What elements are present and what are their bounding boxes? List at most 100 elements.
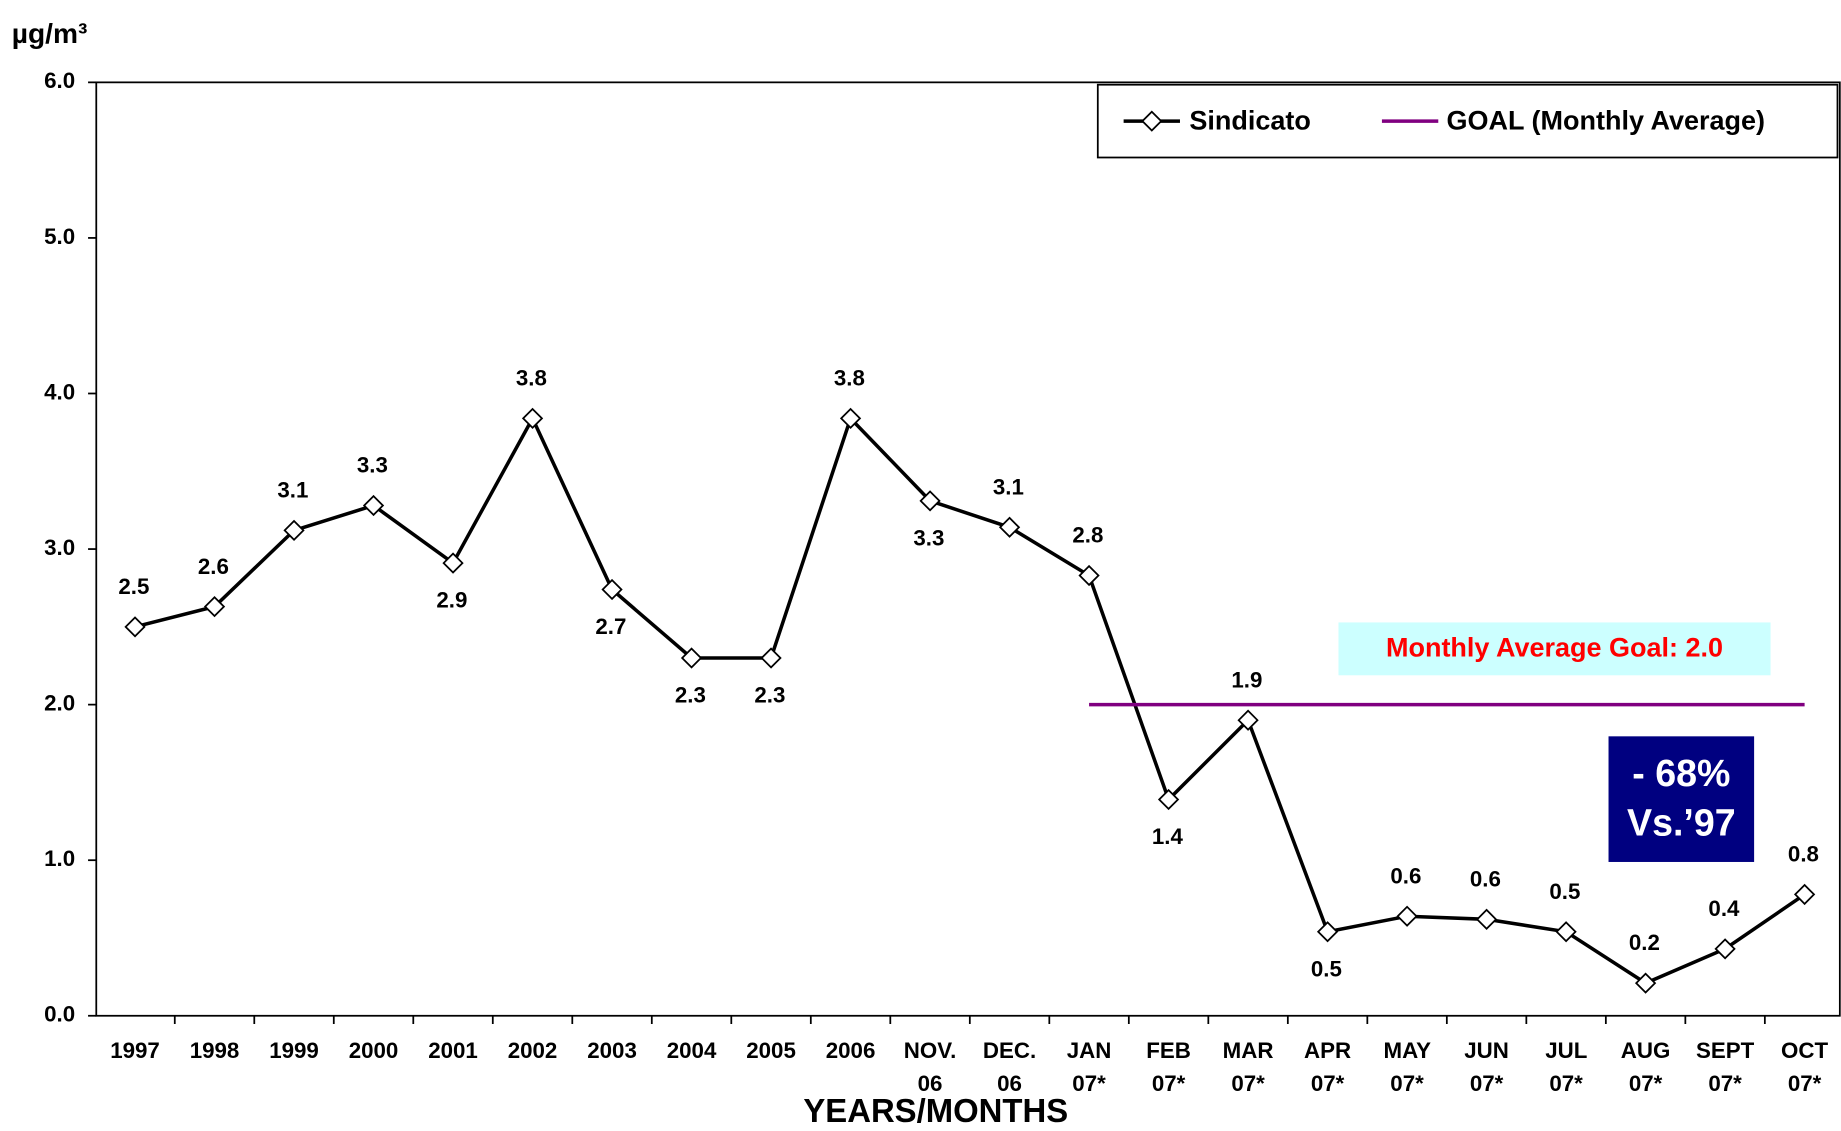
x-tick-label-wrap: AUG 07* (1593, 1036, 1699, 1102)
data-point (1078, 564, 1100, 587)
data-point (760, 647, 782, 669)
data-point (601, 578, 623, 601)
data-point (203, 595, 226, 618)
y-tick-label: 0.0 (44, 1002, 75, 1027)
data-point (1237, 709, 1259, 731)
x-tick-label-box: SEPT 07* (1672, 1036, 1778, 1102)
data-label: 2.5 (118, 574, 149, 599)
data-point (1396, 905, 1418, 927)
x-tick-label-box: 2004 (666, 1039, 717, 1064)
x-tick-label-wrap: DEC. 06 (957, 1036, 1063, 1102)
x-tick-label: OCT 07* (1781, 1039, 1829, 1097)
x-tick-label-wrap: NOV. 06 (877, 1036, 983, 1102)
x-tick-label-box: MAR 07* (1195, 1036, 1301, 1102)
data-point (680, 647, 703, 669)
data-point (919, 490, 941, 512)
x-tick-label: 2002 (507, 1039, 558, 1064)
x-tick-label: 2004 (666, 1039, 717, 1064)
data-point (998, 516, 1021, 538)
x-tick-label-box: 2003 (559, 1036, 665, 1069)
x-tick-label: 1997 (110, 1039, 160, 1064)
x-tick-label-box: 2005 (746, 1039, 796, 1064)
x-tick-label: AUG 07* (1620, 1039, 1671, 1097)
x-tick-label-box: 1999 (241, 1036, 347, 1069)
x-tick-label-wrap: OCT 07* (1752, 1036, 1841, 1102)
data-label: 0.6 (1470, 866, 1501, 891)
x-tick-label-box: JUN 07* (1434, 1036, 1540, 1102)
data-label: 2.6 (198, 554, 229, 579)
x-tick-label: APR 07* (1304, 1039, 1352, 1097)
data-point (1714, 938, 1736, 960)
annotation-box (1608, 736, 1755, 862)
y-tick-label: 1.0 (44, 846, 75, 871)
series-line (134, 414, 1806, 986)
x-tick-label-wrap: 2003 (559, 1036, 665, 1069)
data-point (1475, 908, 1498, 930)
x-tick-label-wrap: FEB 07* (1116, 1036, 1222, 1102)
x-tick-label-wrap: 1999 (241, 1036, 347, 1069)
x-tick-label: MAR 07* (1222, 1039, 1274, 1097)
legend-marker (1141, 110, 1163, 132)
x-tick-label-box: APR 07* (1304, 1039, 1352, 1097)
data-label: 2.3 (754, 683, 785, 708)
x-tick-label-box: NOV. 06 (877, 1036, 983, 1102)
x-tick-label-box: MAY 07* (1384, 1039, 1432, 1097)
x-tick-label-wrap: 1998 (162, 1036, 268, 1069)
legend-label: GOAL (Monthly Average) (1447, 105, 1766, 135)
x-tick-label-box: DEC. 06 (957, 1036, 1063, 1102)
x-tick-label: 2001 (428, 1039, 478, 1064)
x-tick-label: DEC. 06 (982, 1039, 1037, 1097)
x-tick-label-wrap: SEPT 07* (1672, 1036, 1778, 1102)
data-point (283, 519, 305, 542)
data-point (521, 407, 544, 430)
data-label: 1.9 (1231, 667, 1262, 692)
x-tick-label: FEB 07* (1146, 1039, 1191, 1097)
data-point (1793, 883, 1816, 906)
x-tick-label-wrap: JUN 07* (1434, 1036, 1540, 1102)
data-point (1316, 921, 1339, 943)
y-tick-label: 3.0 (44, 535, 75, 560)
annotation-box (1338, 622, 1771, 676)
x-tick-label-wrap: JAN 07* (1036, 1036, 1142, 1102)
x-tick-label: JUN 07* (1464, 1039, 1509, 1097)
x-tick-label: 2006 (825, 1039, 876, 1064)
legend-label: Sindicato (1189, 105, 1311, 135)
data-point (1157, 788, 1180, 811)
x-tick-label-wrap: 2002 (480, 1036, 586, 1069)
y-tick-label: 4.0 (44, 379, 75, 404)
data-label: 3.1 (277, 478, 308, 503)
annotation: - 68% (1632, 752, 1730, 794)
x-axis-label: YEARS/MONTHS (803, 1092, 1068, 1129)
y-tick-label: 5.0 (44, 224, 75, 249)
y-tick-label: 6.0 (44, 68, 75, 93)
data-label: 0.6 (1390, 863, 1421, 888)
x-tick-label-box: JUL 07* (1513, 1036, 1619, 1102)
x-tick-label-wrap: 2000 (321, 1036, 427, 1069)
legend-box (1096, 83, 1839, 159)
x-tick-label: NOV. 06 (903, 1039, 957, 1097)
data-label: 0.8 (1788, 842, 1819, 867)
x-tick-label-wrap: MAR 07* (1195, 1036, 1301, 1102)
data-label: 0.2 (1629, 930, 1660, 955)
data-label: 0.5 (1549, 879, 1580, 904)
x-tick-label-wrap: JUL 07* (1513, 1036, 1619, 1102)
data-label: 2.8 (1072, 523, 1103, 548)
y-axis-label: µg/m³ (12, 17, 88, 49)
x-tick-label: 2003 (587, 1039, 637, 1064)
x-tick-label: 1998 (189, 1039, 240, 1064)
x-tick-label-box: 1997 (110, 1039, 160, 1064)
data-label: 2.7 (595, 614, 626, 639)
x-tick-label-box: JAN 07* (1036, 1036, 1142, 1102)
x-tick-label: SEPT 07* (1695, 1039, 1755, 1097)
x-tick-label-box: 2002 (480, 1036, 586, 1069)
x-tick-label-box: 1998 (162, 1036, 268, 1069)
x-tick-label: 2005 (746, 1039, 796, 1064)
data-label: 3.8 (516, 366, 547, 391)
data-label: 0.5 (1311, 956, 1342, 981)
data-point (839, 407, 862, 430)
x-tick-label: 2000 (348, 1039, 399, 1064)
plot-area (95, 81, 1841, 1017)
data-point (1555, 921, 1577, 943)
data-label: 2.3 (675, 683, 706, 708)
